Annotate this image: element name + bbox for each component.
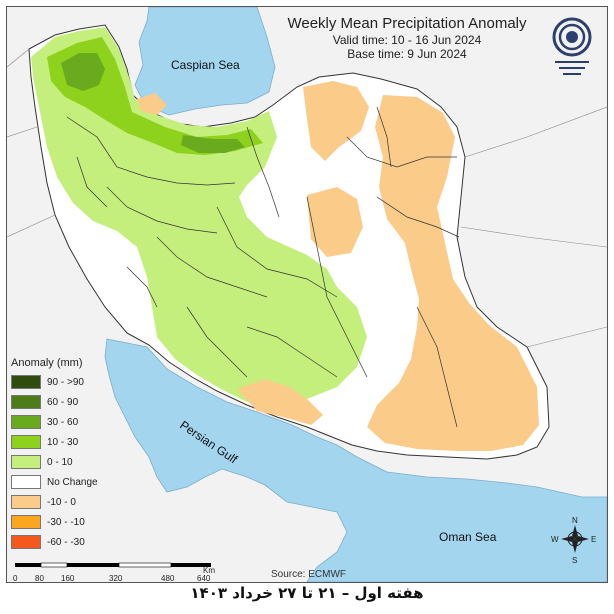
anomaly-neg10-0-northeast: [303, 81, 369, 161]
legend-swatch: [11, 435, 41, 449]
map-title: Weekly Mean Precipitation Anomaly: [287, 15, 527, 32]
anomaly-neg10-0-south: [237, 379, 323, 425]
legend-swatch: [11, 495, 41, 509]
compass-rose: N S E W: [551, 516, 596, 565]
legend-label: 30 - 60: [47, 416, 79, 428]
legend-label: 60 - 90: [47, 396, 79, 408]
compass-s: S: [572, 556, 577, 565]
persian-date-caption: هفته اول – ۲۱ تا ۲۷ خرداد ۱۴۰۳: [190, 584, 424, 602]
scale-tick-2: 160: [61, 574, 75, 583]
legend: Anomaly (mm) 90 - >90 60 - 90 30 - 60 10 - …: [11, 357, 133, 552]
anomaly-30-60-nw: [61, 53, 105, 91]
country-borders: [7, 48, 607, 348]
logo-icon: [552, 17, 592, 75]
legend-item: -10 - 0: [11, 492, 133, 512]
legend-label: No Change: [47, 476, 98, 488]
anomaly-30-60-north: [181, 135, 245, 153]
legend-swatch: [11, 395, 41, 409]
title-block: Weekly Mean Precipitation Anomaly Valid …: [257, 15, 557, 61]
compass-n: N: [572, 516, 578, 525]
caspian-sea-label: Caspian Sea: [171, 58, 240, 72]
scale-bar: Km 0 80 160 320 480 640: [13, 561, 223, 583]
legend-swatch: [11, 455, 41, 469]
scale-tick-0: 0: [13, 574, 18, 583]
legend-label: 0 - 10: [47, 456, 73, 468]
scale-unit: Km: [203, 566, 215, 575]
legend-label: -60 - -30: [47, 536, 85, 548]
scale-tick-5: 640: [197, 574, 211, 583]
anomaly-neg10-0-east: [367, 95, 539, 451]
base-time: Base time: 9 Jun 2024: [347, 47, 467, 61]
legend-label: -30 - -10: [47, 516, 85, 528]
legend-label: 10 - 30: [47, 436, 79, 448]
legend-item: 60 - 90: [11, 392, 133, 412]
valid-time: Valid time: 10 - 16 Jun 2024: [332, 33, 482, 47]
legend-item: 0 - 10: [11, 452, 133, 472]
legend-swatch: [11, 375, 41, 389]
legend-item: 10 - 30: [11, 432, 133, 452]
compass-w: W: [551, 535, 559, 544]
scale-tick-4: 480: [161, 574, 175, 583]
persian-gulf-water: [104, 338, 607, 582]
legend-item: No Change: [11, 472, 133, 492]
legend-swatch: [11, 535, 41, 549]
compass-e: E: [591, 535, 596, 544]
legend-label: 90 - >90: [47, 376, 84, 388]
legend-swatch: [11, 415, 41, 429]
caspian-sea: [134, 7, 276, 116]
legend-item: -60 - -30: [11, 532, 133, 552]
iran-map: Caspian Sea Persian Gulf Oman Sea N S E …: [7, 7, 607, 582]
legend-item: 90 - >90: [11, 372, 133, 392]
anomaly-neg10-0-north-strip: [137, 93, 167, 115]
source-text: Source: ECMWF: [271, 569, 347, 580]
scale-tick-3: 320: [109, 574, 123, 583]
map-frame: Caspian Sea Persian Gulf Oman Sea N S E …: [6, 6, 608, 583]
legend-item: 30 - 60: [11, 412, 133, 432]
province-borders: [66, 106, 460, 428]
anomaly-neg10-0-center: [307, 187, 363, 257]
legend-item: -30 - -10: [11, 512, 133, 532]
legend-swatch: [11, 475, 41, 489]
legend-swatch: [11, 515, 41, 529]
oman-sea-label: Oman Sea: [439, 530, 497, 544]
legend-label: -10 - 0: [47, 496, 76, 508]
scale-tick-1: 80: [35, 574, 44, 583]
legend-title: Anomaly (mm): [11, 357, 83, 369]
organization-logo: [547, 15, 597, 79]
